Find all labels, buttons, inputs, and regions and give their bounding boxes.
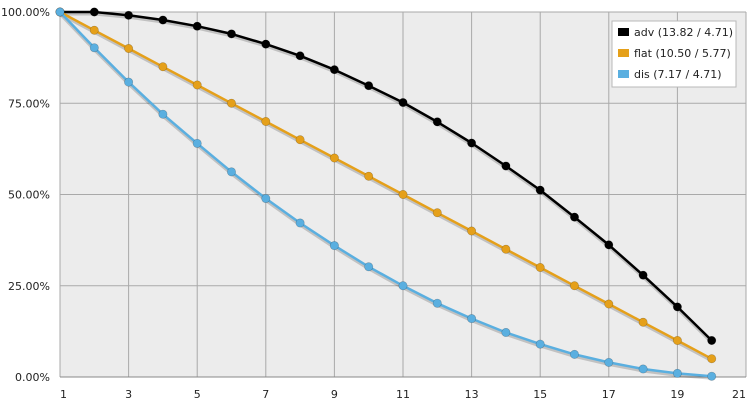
data-point — [261, 39, 271, 49]
data-point — [295, 218, 305, 228]
data-point — [124, 77, 134, 87]
x-tick-label: 11 — [396, 388, 410, 401]
data-point — [329, 241, 339, 251]
series-0 — [55, 7, 717, 345]
x-tick-label: 3 — [125, 388, 132, 401]
x-tick-label: 9 — [331, 388, 338, 401]
series-line — [60, 10, 713, 342]
y-tick-label: 0.00% — [15, 371, 50, 384]
legend-label: flat (10.50 / 5.77) — [634, 47, 731, 60]
data-point — [501, 327, 511, 337]
x-tick-label: 17 — [602, 388, 616, 401]
series-layer — [55, 7, 717, 381]
data-point — [192, 80, 202, 90]
y-tick-label: 75.00% — [8, 97, 50, 110]
data-point — [295, 51, 305, 61]
data-point — [467, 138, 477, 148]
data-point — [158, 15, 168, 25]
data-point — [227, 29, 237, 39]
data-point — [364, 262, 374, 272]
data-point — [638, 317, 648, 327]
data-point — [707, 335, 717, 345]
data-point — [124, 10, 134, 20]
data-point — [261, 117, 271, 127]
x-tick-label: 21 — [732, 388, 746, 401]
data-point — [535, 262, 545, 272]
series-line-shadow — [59, 12, 713, 363]
legend-swatch — [618, 28, 629, 36]
series-line — [59, 10, 713, 360]
data-point — [535, 185, 545, 195]
data-point — [432, 298, 442, 308]
data-point — [707, 371, 717, 381]
x-tick-label: 5 — [194, 388, 201, 401]
x-tick-label: 7 — [262, 388, 269, 401]
legend: adv (13.82 / 4.71) flat (10.50 / 5.77) dis… — [611, 20, 737, 88]
data-point — [432, 208, 442, 218]
series-line-shadow — [60, 12, 713, 344]
data-point — [569, 281, 579, 291]
data-point — [261, 194, 271, 204]
data-point — [89, 43, 99, 53]
data-point — [398, 98, 408, 108]
series-line — [59, 11, 712, 378]
legend-box — [611, 20, 737, 88]
series-line-shadow — [58, 12, 712, 380]
data-point — [329, 153, 339, 163]
x-tick-label: 19 — [670, 388, 684, 401]
data-point — [604, 299, 614, 309]
data-point — [467, 314, 477, 324]
data-point — [535, 339, 545, 349]
data-point — [158, 62, 168, 72]
data-point — [501, 244, 511, 254]
data-point — [364, 81, 374, 91]
data-point — [227, 167, 237, 177]
data-point — [569, 212, 579, 222]
data-point — [158, 109, 168, 119]
data-point — [672, 368, 682, 378]
data-point — [89, 25, 99, 35]
y-tick-label: 25.00% — [8, 280, 50, 293]
data-point — [604, 357, 614, 367]
x-tick-label: 13 — [465, 388, 479, 401]
data-point — [604, 240, 614, 250]
data-point — [192, 21, 202, 31]
data-point — [432, 117, 442, 127]
data-point — [467, 226, 477, 236]
data-point — [227, 98, 237, 108]
data-point — [398, 281, 408, 291]
data-point — [638, 364, 648, 374]
x-tick-label: 15 — [533, 388, 547, 401]
data-point — [569, 349, 579, 359]
y-tick-label: 50.00% — [8, 189, 50, 202]
legend-label: dis (7.17 / 4.71) — [634, 68, 722, 81]
data-point — [707, 354, 717, 364]
series-2 — [55, 7, 717, 381]
series-1 — [55, 7, 717, 364]
legend-swatch — [618, 70, 629, 78]
data-point — [89, 7, 99, 17]
data-point — [501, 161, 511, 171]
data-point — [55, 7, 65, 17]
data-point — [398, 190, 408, 200]
data-point — [329, 65, 339, 75]
legend-swatch — [618, 49, 629, 57]
data-point — [192, 138, 202, 148]
data-point — [295, 135, 305, 145]
data-point — [124, 43, 134, 53]
data-point — [672, 335, 682, 345]
axes: 1 3 5 7 9 11 13 15 17 19 210.00%25.00%50.00%75.00%… — [1, 6, 746, 401]
data-point — [638, 270, 648, 280]
legend-label: adv (13.82 / 4.71) — [634, 26, 733, 39]
y-tick-label: 100.00% — [1, 6, 50, 19]
data-point — [364, 171, 374, 181]
data-point — [672, 302, 682, 312]
x-tick-label: 1 — [60, 388, 67, 401]
